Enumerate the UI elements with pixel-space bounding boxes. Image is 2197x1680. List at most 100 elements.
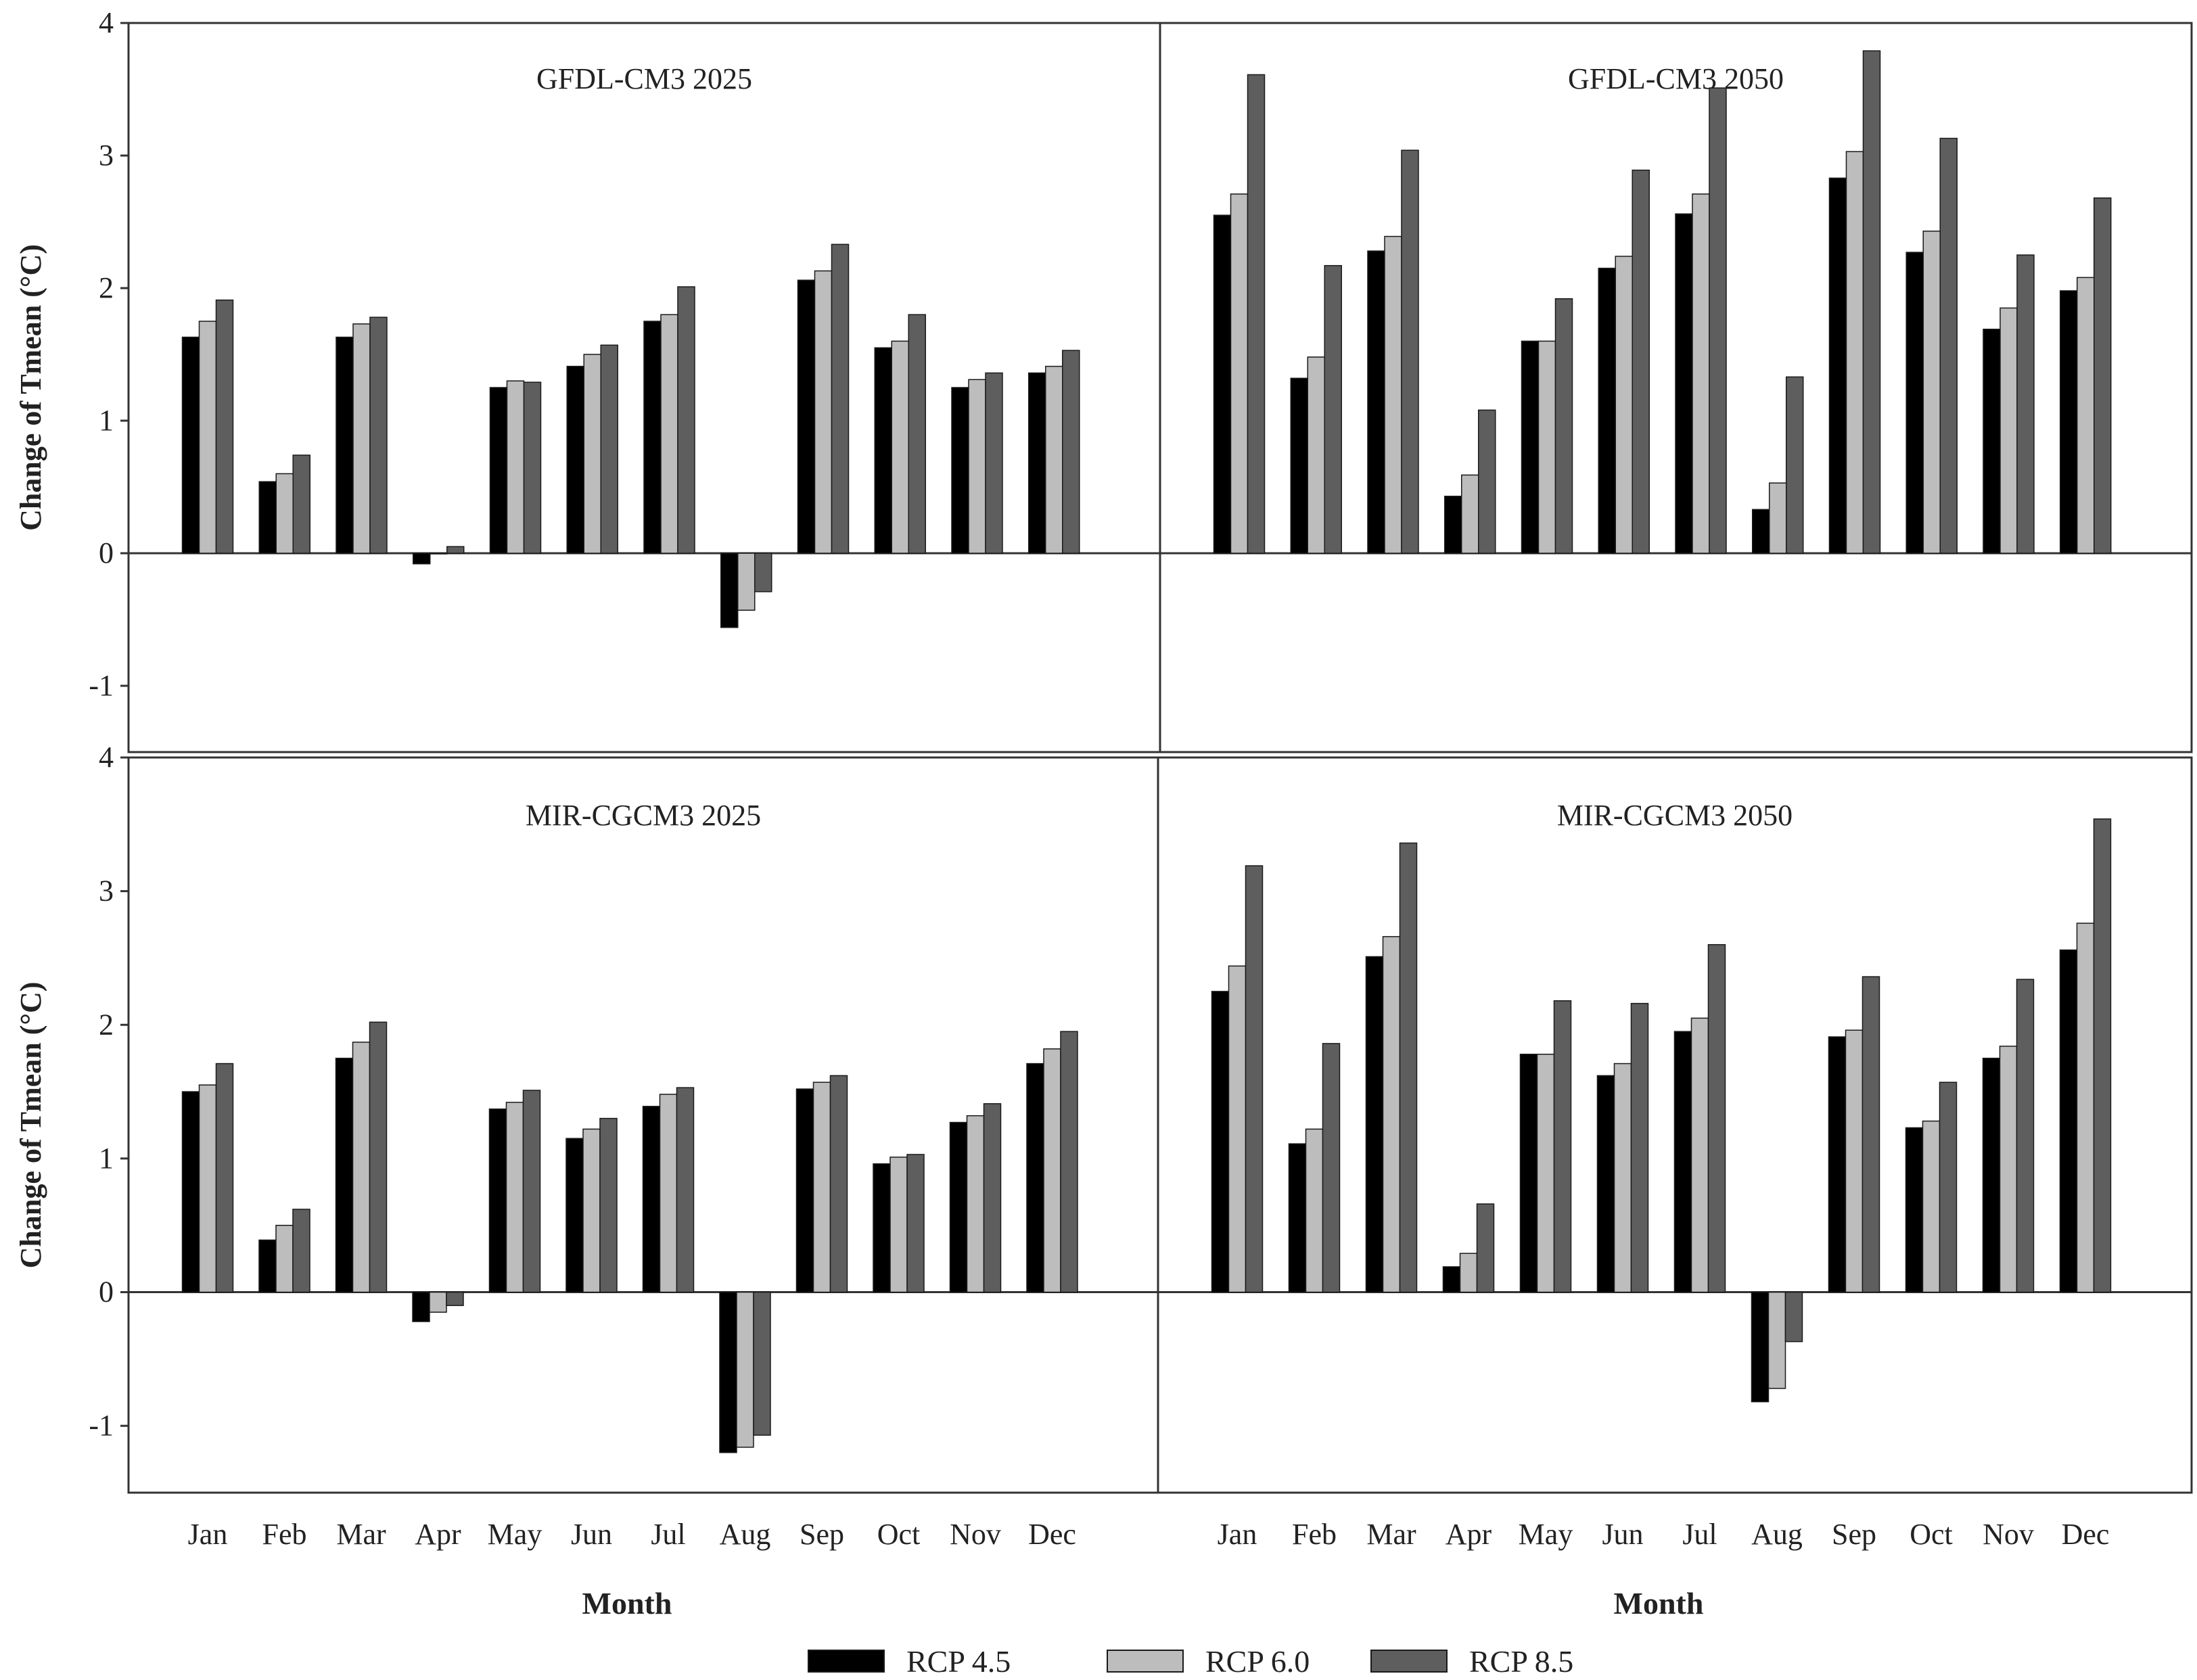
panel-title: GFDL-CM3 2050 [1568, 62, 1784, 95]
y-tick-label: 4 [99, 6, 114, 39]
y-tick-label: 3 [99, 874, 114, 908]
bar-aug-rcp-4-5 [720, 553, 739, 628]
bar-nov-rcp-6-0 [1999, 1046, 2018, 1293]
bar-mar-rcp-8-5 [1401, 149, 1419, 554]
bar-jan-rcp-8-5 [1245, 865, 1264, 1293]
bar-may-rcp-4-5 [488, 1109, 507, 1293]
bar-apr-rcp-6-0 [430, 553, 448, 555]
bar-may-rcp-8-5 [522, 1090, 541, 1293]
bar-apr-rcp-4-5 [413, 553, 431, 565]
month-label: Aug [1751, 1518, 1803, 1551]
bar-sep-rcp-8-5 [829, 1075, 848, 1293]
bar-sep-rcp-4-5 [1828, 177, 1847, 554]
y-tick-label: -1 [89, 1409, 114, 1442]
bar-dec-rcp-6-0 [2076, 923, 2095, 1293]
bar-oct-rcp-6-0 [1922, 230, 1941, 554]
panel-2: GFDL-CM3 2050 [1159, 22, 2193, 753]
bar-feb-rcp-8-5 [292, 1209, 310, 1293]
bar-nov-rcp-8-5 [2016, 254, 2035, 554]
panel-4: MIR-CGCM3 2050 Jan Feb Mar Apr May Jun Jul Aug Se… [1157, 756, 2193, 1620]
y-tick-label: 2 [99, 1008, 114, 1041]
bar-nov-rcp-8-5 [983, 1103, 1002, 1293]
bar-apr-rcp-6-0 [429, 1291, 447, 1313]
month-label: Nov [1983, 1518, 2034, 1551]
bar-aug-rcp-6-0 [1767, 1291, 1786, 1389]
bar-may-rcp-6-0 [1536, 1054, 1555, 1293]
bar-nov-rcp-6-0 [966, 1115, 985, 1293]
bar-may-rcp-8-5 [1554, 298, 1573, 554]
bar-jul-rcp-6-0 [1692, 193, 1710, 554]
bar-feb-rcp-8-5 [1322, 1043, 1341, 1293]
bar-aug-rcp-4-5 [1752, 509, 1770, 554]
panel-frame [1157, 756, 2193, 1494]
bar-jan-rcp-8-5 [1247, 74, 1266, 554]
bar-jul-rcp-8-5 [676, 1087, 695, 1293]
bar-feb-rcp-8-5 [292, 454, 310, 554]
y-tick-label: -1 [89, 669, 114, 702]
bar-may-rcp-6-0 [506, 380, 525, 554]
bar-may-rcp-4-5 [1521, 340, 1540, 554]
bar-oct-rcp-8-5 [1939, 1081, 1958, 1293]
bar-dec-rcp-8-5 [1062, 350, 1080, 554]
y-tick-label: 1 [99, 404, 114, 437]
y-axis-label: Change of Tmean (°C) [14, 244, 47, 531]
month-label: Nov [950, 1518, 1001, 1551]
bar-dec-rcp-8-5 [2093, 818, 2112, 1293]
bar-dec-rcp-4-5 [2060, 290, 2078, 554]
bar-jan-rcp-4-5 [181, 336, 200, 554]
bar-jan-rcp-6-0 [198, 321, 217, 554]
bar-aug-rcp-4-5 [719, 1291, 737, 1453]
bar-jul-rcp-8-5 [677, 286, 695, 554]
bar-jun-rcp-6-0 [583, 354, 601, 554]
panel-frame [1159, 22, 2193, 753]
bar-sep-rcp-4-5 [795, 1088, 814, 1293]
bar-sep-rcp-8-5 [831, 243, 850, 554]
bar-jul-rcp-6-0 [659, 1094, 678, 1293]
bar-nov-rcp-6-0 [968, 379, 986, 554]
bar-aug-rcp-6-0 [1769, 482, 1787, 554]
bar-jun-rcp-6-0 [582, 1128, 601, 1293]
bar-oct-rcp-4-5 [1905, 252, 1924, 554]
month-label: Jul [1682, 1518, 1717, 1551]
month-label: Sep [1832, 1518, 1876, 1551]
legend-label: RCP 8.5 [1469, 1644, 1573, 1679]
bar-mar-rcp-6-0 [352, 323, 371, 554]
bar-aug-rcp-8-5 [1784, 1291, 1803, 1343]
bar-may-rcp-8-5 [1553, 1000, 1572, 1293]
bar-jun-rcp-4-5 [1598, 267, 1616, 554]
bar-nov-rcp-4-5 [949, 1121, 968, 1293]
legend: RCP 4.5 RCP 6.0 RCP 8.5 [808, 1644, 1573, 1679]
bar-jan-rcp-8-5 [215, 299, 234, 554]
bar-mar-rcp-6-0 [352, 1042, 371, 1293]
y-tick-label: 0 [99, 1276, 114, 1309]
bar-sep-rcp-4-5 [797, 279, 816, 554]
month-label: Mar [1366, 1518, 1416, 1551]
bar-aug-rcp-4-5 [1751, 1291, 1770, 1403]
bar-jun-rcp-8-5 [600, 344, 618, 554]
y-tick-label: 0 [99, 536, 114, 569]
bar-aug-rcp-8-5 [1786, 376, 1804, 554]
bar-jan-rcp-4-5 [1213, 214, 1232, 554]
bar-may-rcp-4-5 [489, 387, 508, 554]
bar-sep-rcp-8-5 [1861, 976, 1880, 1293]
bar-jun-rcp-4-5 [566, 365, 584, 554]
bar-mar-rcp-6-0 [1384, 235, 1402, 554]
bar-jul-rcp-4-5 [642, 1106, 661, 1293]
bar-jul-rcp-4-5 [643, 321, 662, 554]
bar-oct-rcp-4-5 [1905, 1127, 1924, 1293]
bar-feb-rcp-4-5 [1288, 1143, 1307, 1293]
y-axis-label: Change of Tmean (°C) [14, 982, 47, 1269]
bar-jun-rcp-4-5 [1596, 1075, 1615, 1293]
bar-dec-rcp-4-5 [2059, 949, 2078, 1293]
month-label: May [488, 1518, 542, 1551]
month-label: Jun [571, 1518, 612, 1551]
legend-swatch [1107, 1650, 1184, 1673]
bar-jun-rcp-8-5 [1632, 169, 1650, 554]
bar-mar-rcp-8-5 [1399, 842, 1418, 1293]
bar-feb-rcp-4-5 [258, 481, 277, 554]
bar-feb-rcp-6-0 [275, 1224, 294, 1293]
bar-aug-rcp-8-5 [754, 553, 772, 592]
x-axis-label: Month [1614, 1586, 1704, 1620]
bar-mar-rcp-8-5 [369, 317, 388, 554]
